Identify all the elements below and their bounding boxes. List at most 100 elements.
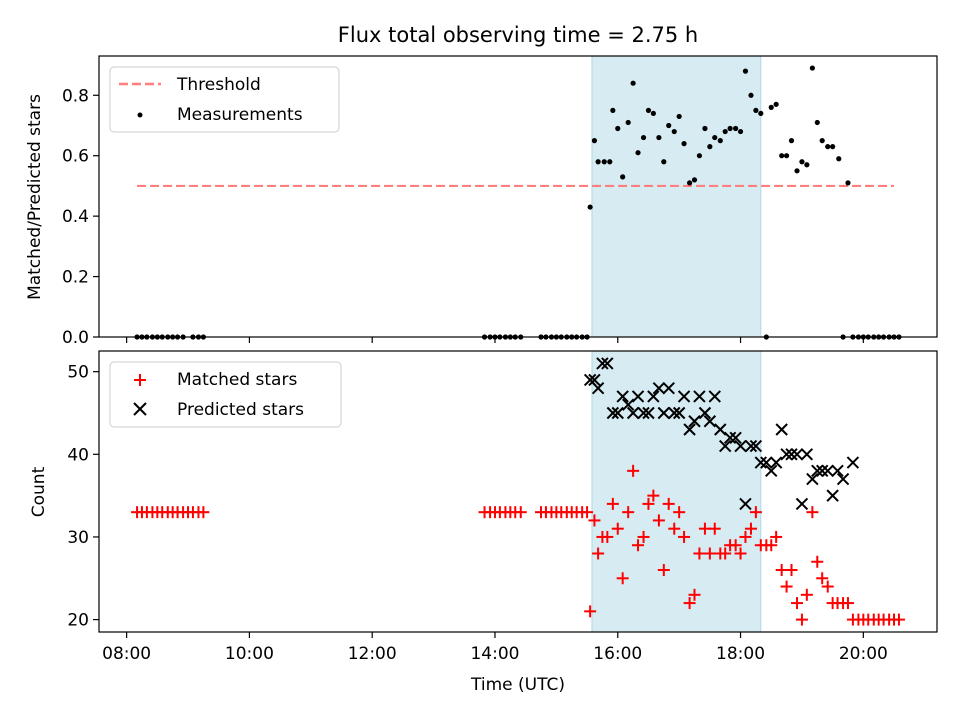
- measurement-point: [819, 138, 825, 144]
- matched-stars-point: [749, 506, 762, 519]
- predicted-stars-point: [749, 439, 763, 453]
- matched-stars-point: [647, 489, 660, 502]
- x-tick-label: 12:00: [348, 644, 397, 664]
- predicted-stars-point: [739, 497, 752, 511]
- predicted-stars-point: [688, 415, 701, 428]
- matched-stars-point: [627, 464, 640, 477]
- measurement-point: [607, 159, 613, 165]
- measurement-point: [830, 144, 836, 150]
- matched-stars-point: [668, 522, 681, 535]
- measurement-point: [601, 159, 607, 165]
- measurement-point: [727, 125, 733, 132]
- x-tick-label: 10:00: [225, 644, 274, 664]
- matched-stars-point: [673, 506, 686, 519]
- predicted-stars-point: [769, 456, 783, 469]
- matched-stars-point: [588, 514, 601, 527]
- measurement-point: [615, 125, 621, 132]
- matched-stars-point: [693, 547, 706, 560]
- matched-stars-point: [800, 588, 813, 601]
- measurement-point: [587, 204, 593, 210]
- matched-stars-point: [770, 530, 783, 543]
- predicted-stars-point: [596, 357, 609, 370]
- predicted-stars-point: [806, 472, 819, 486]
- measurement-point: [610, 107, 616, 113]
- measurement-point: [635, 150, 641, 156]
- bottom-legend: Matched stars Predicted stars: [109, 361, 342, 428]
- matched-stars-point: [616, 572, 629, 585]
- measurements-legend-swatch: [137, 112, 143, 118]
- matched-stars-point: [806, 506, 819, 519]
- measurement-point: [717, 138, 723, 144]
- matched-stars-point: [795, 613, 808, 626]
- matched-stars-point: [642, 497, 655, 510]
- predicted-stars-point: [611, 406, 624, 420]
- predicted-stars-point: [601, 357, 614, 370]
- x-axis-label: Time (UTC): [470, 675, 565, 695]
- measurement-point: [845, 180, 851, 186]
- matched-stars-point: [780, 580, 793, 593]
- measurement-point: [779, 153, 785, 159]
- top-legend-box: [109, 66, 340, 133]
- predicted-stars-point: [703, 415, 717, 428]
- predicted-stars-point: [647, 390, 660, 403]
- predicted-stars-point: [815, 464, 829, 478]
- measurement-point: [686, 180, 693, 186]
- measurement-point: [666, 122, 672, 129]
- measurement-point: [630, 80, 636, 86]
- bottom-y-tick-label: 40: [67, 445, 89, 465]
- matched-stars-point: [657, 564, 670, 577]
- measurement-point: [702, 125, 708, 132]
- measurement-point: [748, 92, 754, 98]
- predicted-stars-point: [657, 406, 671, 420]
- bottom-legend-box: [109, 361, 342, 428]
- predicted-stars-point: [831, 464, 844, 478]
- top-y-tick-label: 0.8: [62, 86, 89, 106]
- predicted-stars-point: [836, 472, 850, 486]
- bottom-y-tick-label: 50: [67, 363, 89, 383]
- matched-legend-swatch: [134, 374, 146, 386]
- bottom-panel: 20 30 40 50 08:00 10:00 12:00 14:00 16:00 18:00 2…: [29, 350, 938, 695]
- matched-stars-point: [739, 530, 752, 543]
- predicted-stars-point: [672, 406, 686, 420]
- measurement-point: [620, 174, 626, 180]
- measurement-point: [804, 162, 810, 168]
- predicted-stars-point: [754, 456, 768, 469]
- predicted-stars-point: [631, 390, 645, 403]
- x-tick-label: 18:00: [716, 644, 765, 664]
- matched-stars-point: [785, 564, 798, 577]
- matched-stars-point: [514, 506, 527, 519]
- measurement-point: [691, 177, 698, 183]
- predicted-stars-point: [780, 448, 793, 461]
- predicted-stars-point: [723, 431, 737, 444]
- predicted-stars-point: [683, 423, 696, 436]
- predicted-stars-point: [718, 439, 732, 453]
- x-tick-label: 08:00: [102, 644, 151, 664]
- measurement-point: [591, 138, 598, 144]
- predicted-stars-point: [708, 390, 721, 403]
- predicted-stars-point: [591, 381, 605, 395]
- measurement-point: [814, 119, 820, 126]
- measurement-point: [768, 104, 774, 110]
- predicted-stars-point: [795, 497, 809, 511]
- matched-stars-point: [678, 530, 691, 543]
- measurement-point: [836, 156, 842, 162]
- matched-stars-point: [637, 530, 650, 543]
- matched-stars-point: [734, 547, 747, 560]
- predicted-stars-point: [821, 464, 834, 478]
- measurement-point: [809, 65, 815, 71]
- matched-stars-point: [581, 506, 594, 519]
- measurement-point: [681, 141, 687, 147]
- top-panel: 0.00.20.40.60.8 Matched/Predicted stars …: [25, 55, 938, 348]
- predicted-stars-point: [698, 406, 712, 420]
- bottom-y-axis-label: Count: [29, 466, 49, 517]
- matched-legend-label: Matched stars: [177, 370, 297, 390]
- measurement-point: [799, 159, 805, 165]
- measurement-point: [661, 159, 667, 165]
- top-legend: Threshold Measurements: [109, 66, 340, 133]
- bottom-axes-frame: [98, 350, 938, 633]
- measurement-point: [625, 119, 631, 126]
- top-y-tick-label: 0.6: [62, 147, 89, 167]
- top-y-tick-label: 0.2: [62, 268, 89, 288]
- measurement-point: [712, 134, 718, 141]
- matched-stars-point: [821, 580, 834, 593]
